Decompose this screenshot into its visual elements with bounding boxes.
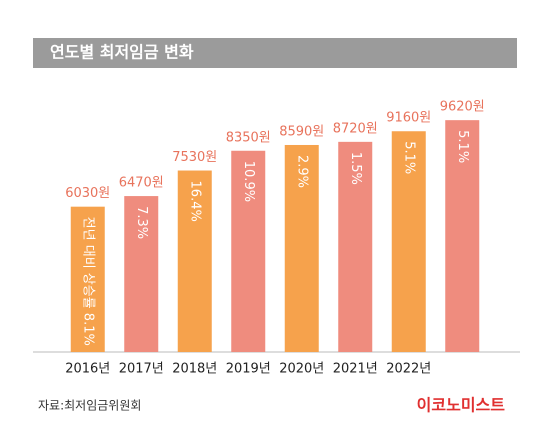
chart-title: 연도별 최저임금 변화 bbox=[50, 43, 194, 62]
bar bbox=[284, 144, 319, 352]
x-tick-label: 2018년 bbox=[172, 362, 217, 377]
bar-note: 1.5% bbox=[348, 152, 363, 185]
value-label: 9620원 bbox=[440, 100, 485, 115]
x-tick-label: 2017년 bbox=[119, 362, 164, 377]
x-tick-label: 2020년 bbox=[279, 362, 324, 377]
bar-note: 16.4% bbox=[187, 181, 202, 222]
bar bbox=[177, 170, 212, 352]
bar bbox=[124, 196, 159, 352]
source: 자료:최저임금위원회 bbox=[38, 399, 141, 413]
value-label: 9160원 bbox=[386, 111, 431, 126]
value-label: 8590원 bbox=[279, 124, 324, 139]
value-label: 8350원 bbox=[226, 130, 271, 145]
bar bbox=[445, 120, 480, 353]
value-label: 6470원 bbox=[119, 176, 164, 191]
bar bbox=[391, 131, 426, 352]
bar-note: 7.3% bbox=[134, 206, 149, 239]
bar bbox=[231, 150, 266, 352]
x-tick-label: 2019년 bbox=[226, 362, 271, 377]
bar-note: 10.9% bbox=[241, 161, 256, 202]
value-label: 6030원 bbox=[65, 186, 110, 201]
bar-note: 5.1% bbox=[455, 130, 470, 163]
value-label: 8720원 bbox=[333, 121, 378, 136]
bar-note: 전년 대비 상승률 8.1% bbox=[80, 217, 95, 346]
x-tick-label: 2021년 bbox=[333, 362, 378, 377]
bar-note: 5.1% bbox=[401, 141, 416, 174]
bar bbox=[70, 206, 105, 352]
bar bbox=[338, 141, 373, 352]
x-tick-label: 2022년 bbox=[386, 362, 431, 377]
value-label: 7530원 bbox=[172, 150, 217, 165]
x-tick-label: 2016년 bbox=[65, 362, 110, 377]
logo: 이코노미스트 bbox=[417, 396, 506, 415]
bar-note: 2.9% bbox=[294, 155, 309, 188]
title-banner bbox=[33, 38, 517, 68]
